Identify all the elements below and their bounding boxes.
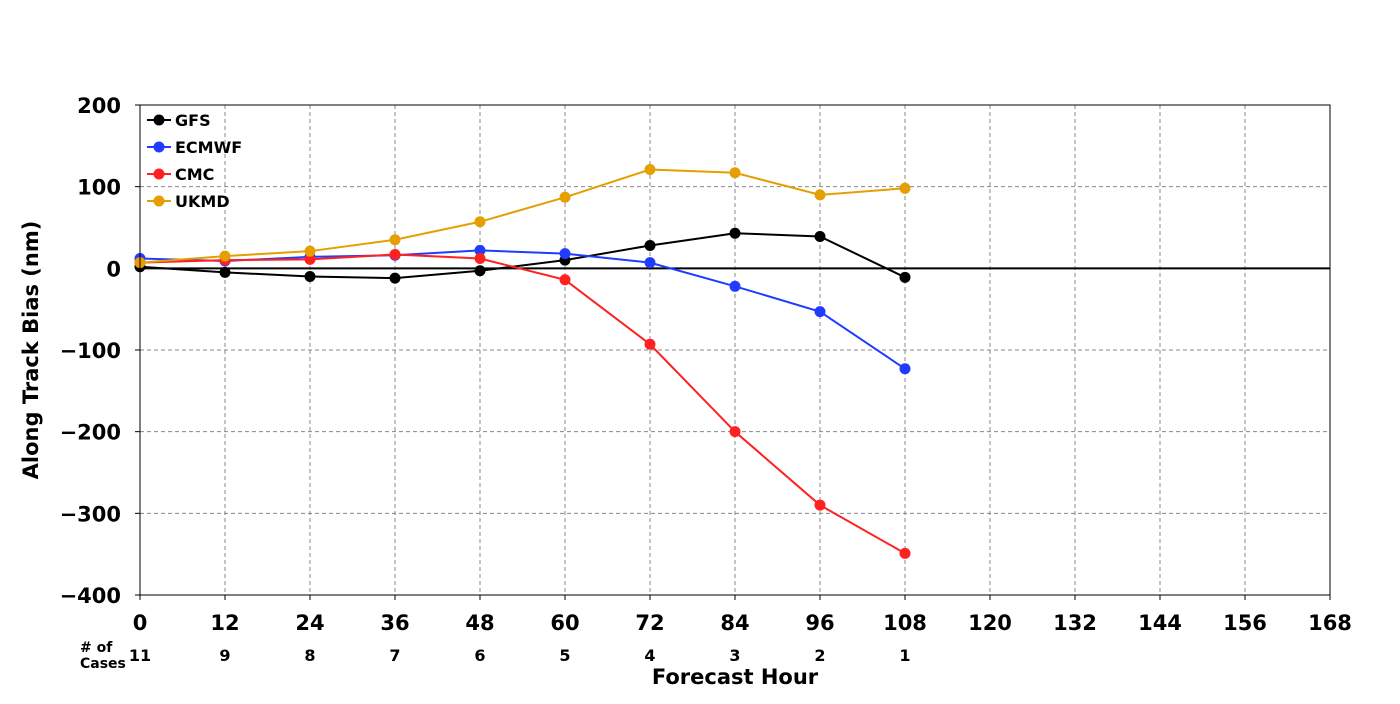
ukmd-data-point [899, 182, 911, 194]
case-count-label: 11 [129, 646, 151, 665]
gfs-series-line [139, 232, 906, 280]
case-count-label: 9 [219, 646, 230, 665]
x-tick-label: 24 [295, 611, 324, 635]
cmc-data-point [304, 253, 316, 265]
gfs-data-point [304, 271, 316, 282]
case-count-label: 7 [389, 646, 400, 665]
ecmwf-data-point [899, 363, 911, 375]
ecmwf-legend-label: ECMWF [175, 138, 242, 157]
case-count-label: 4 [644, 646, 655, 665]
gfs-data-point [814, 230, 826, 242]
y-tick-label: −400 [60, 584, 121, 608]
x-tick-label: 36 [380, 611, 409, 635]
ecmwf-data-point [474, 244, 486, 256]
case-count-label: 3 [729, 646, 740, 665]
gfs-data-point [389, 272, 401, 284]
x-tick-label: 156 [1223, 611, 1267, 635]
ukmd-legend-marker [153, 195, 165, 207]
cmc-legend-label: CMC [175, 165, 214, 184]
gfs-data-point [729, 227, 741, 239]
tick-layer: 0 12 24 36 48 60 72 84 96 108 120 132 144 156 168 200 10… [60, 94, 1352, 635]
x-tick-label: 144 [1138, 611, 1182, 635]
ukmd-data-point [219, 250, 231, 262]
cmc-series-line [139, 253, 906, 555]
ukmd-data-point [304, 245, 316, 257]
cmc-data-point [389, 248, 401, 260]
gfs-data-point [644, 239, 656, 251]
x-tick-label: 84 [720, 611, 749, 635]
cmc-data-point [474, 253, 486, 265]
legend: GFS ECMWF CMC UKMD [147, 111, 242, 211]
cmc-data-point [899, 547, 911, 559]
y-tick-label: 0 [106, 257, 121, 281]
ecmwf-data-point [729, 280, 741, 292]
y-axis-title: Along Track Bias (nm) [19, 221, 43, 480]
x-tick-label: 72 [635, 611, 664, 635]
x-tick-label: 168 [1308, 611, 1352, 635]
ecmwf-data-point [814, 306, 826, 318]
ukmd-legend-label: UKMD [175, 192, 230, 211]
x-tick-label: 48 [465, 611, 494, 635]
cmc-data-point [644, 338, 656, 350]
ukmd-data-point [389, 234, 401, 246]
series-layer [134, 164, 911, 559]
case-count-label: 2 [814, 646, 825, 665]
x-tick-label: 96 [805, 611, 834, 635]
ecmwf-data-point [559, 248, 571, 260]
ukmd-data-point [474, 216, 486, 228]
case-count-label: 5 [559, 646, 570, 665]
grid-layer [140, 105, 1330, 595]
cmc-legend-marker [153, 168, 165, 180]
cases-row-label: # of Cases [80, 640, 126, 672]
y-tick-label: −300 [60, 502, 121, 526]
x-tick-label: 108 [883, 611, 927, 635]
ukmd-data-point [729, 167, 741, 179]
gfs-legend-marker [153, 114, 165, 126]
cmc-data-point [559, 274, 571, 286]
x-tick-label: 12 [210, 611, 239, 635]
case-count-label: 1 [899, 646, 910, 665]
y-tick-label: 100 [77, 176, 121, 200]
ukmd-data-point [644, 164, 656, 176]
y-tick-label: −200 [60, 421, 121, 445]
cases-layer: # of Cases 11 9 8 7 6 5 4 3 2 1 [80, 640, 911, 672]
y-tick-label: 200 [77, 94, 121, 118]
ukmd-data-point [814, 189, 826, 201]
gfs-data-point [474, 265, 486, 277]
gfs-data-point [219, 266, 231, 278]
ukmd-series-line [139, 168, 906, 264]
ecmwf-data-point [644, 257, 656, 269]
y-tick-label: −100 [60, 339, 121, 363]
x-tick-label: 60 [550, 611, 579, 635]
case-count-label: 8 [304, 646, 315, 665]
cmc-data-point [729, 426, 741, 438]
x-tick-label: 132 [1053, 611, 1097, 635]
ecmwf-legend-marker [153, 141, 165, 153]
x-tick-label: 120 [968, 611, 1012, 635]
x-tick-label: 0 [133, 611, 148, 635]
ukmd-data-point [559, 191, 571, 203]
cmc-data-point [814, 499, 826, 511]
gfs-data-point [899, 271, 911, 283]
gfs-legend-label: GFS [175, 111, 211, 130]
case-count-label: 6 [474, 646, 485, 665]
x-axis-title: Forecast Hour [652, 665, 819, 689]
